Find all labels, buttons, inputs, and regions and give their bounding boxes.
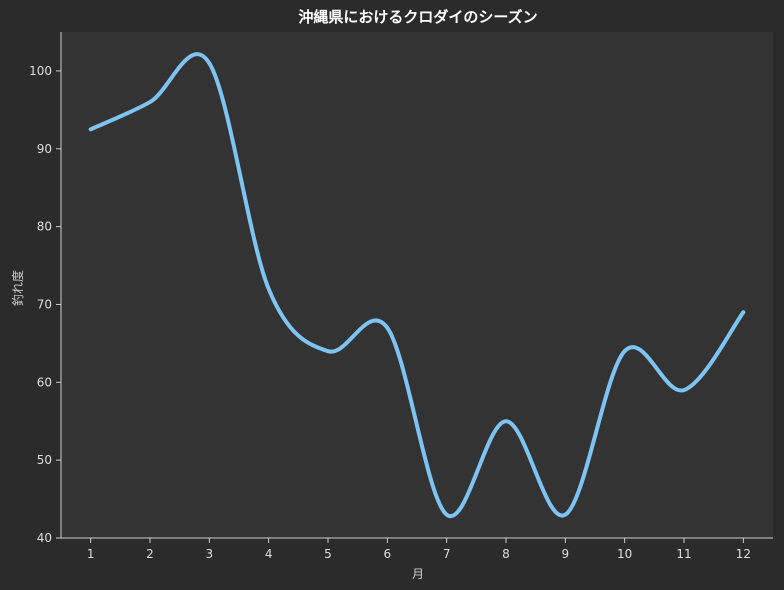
x-tick-label: 2 — [146, 547, 154, 561]
y-ticks: 40 50 60 70 80 90 100 — [29, 64, 61, 545]
series-group — [88, 52, 746, 519]
x-ticks: 1 2 3 4 5 6 7 8 9 10 11 12 — [87, 538, 751, 561]
x-tick-label: 3 — [206, 547, 214, 561]
x-tick-label: 12 — [736, 547, 751, 561]
x-tick-label: 6 — [384, 547, 392, 561]
y-tick-label: 80 — [37, 220, 52, 234]
x-tick-label: 8 — [502, 547, 510, 561]
chart-title: 沖縄県におけるクロダイのシーズン — [298, 8, 537, 26]
x-tick-label: 4 — [265, 547, 273, 561]
x-tick-label: 7 — [443, 547, 451, 561]
y-tick-label: 70 — [37, 297, 52, 311]
x-tick-label: 10 — [617, 547, 632, 561]
y-tick-label: 40 — [37, 531, 52, 545]
y-tick-label: 50 — [37, 453, 52, 467]
x-tick-label: 5 — [324, 547, 332, 561]
y-tick-label: 60 — [37, 375, 52, 389]
y-tick-label: 90 — [37, 142, 52, 156]
x-tick-label: 1 — [87, 547, 95, 561]
plot-area — [61, 32, 773, 538]
y-axis-label: 釣れ度 — [10, 270, 25, 306]
y-tick-label: 100 — [29, 64, 52, 78]
x-axis-label: 月 — [412, 567, 424, 581]
series-line-1 — [88, 52, 746, 519]
x-tick-label: 9 — [562, 547, 570, 561]
x-tick-label: 11 — [676, 547, 691, 561]
axes — [60, 32, 773, 539]
